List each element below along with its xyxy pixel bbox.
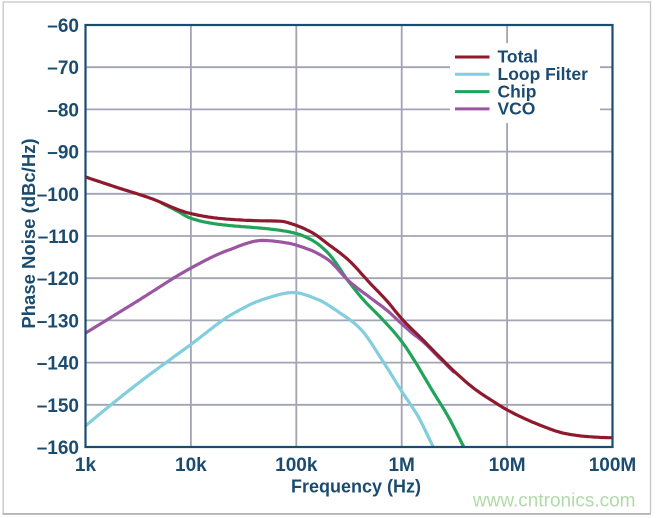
svg-text:10k: 10k bbox=[175, 455, 207, 476]
svg-text:–140: –140 bbox=[37, 354, 79, 375]
svg-text:–100: –100 bbox=[37, 185, 79, 206]
svg-text:–150: –150 bbox=[37, 396, 79, 417]
svg-text:–60: –60 bbox=[47, 16, 79, 37]
svg-text:1M: 1M bbox=[388, 455, 414, 476]
svg-text:–120: –120 bbox=[37, 269, 79, 290]
svg-text:Loop Filter: Loop Filter bbox=[498, 64, 589, 84]
svg-text:10M: 10M bbox=[489, 455, 526, 476]
svg-text:–70: –70 bbox=[47, 58, 79, 79]
svg-text:100M: 100M bbox=[589, 455, 637, 476]
svg-text:Frequency (Hz): Frequency (Hz) bbox=[291, 477, 421, 497]
svg-text:1k: 1k bbox=[75, 455, 97, 476]
svg-text:100k: 100k bbox=[275, 455, 318, 476]
svg-text:VCO: VCO bbox=[498, 99, 536, 119]
svg-text:–110: –110 bbox=[38, 227, 79, 248]
svg-text:–130: –130 bbox=[37, 311, 79, 332]
svg-text:Chip: Chip bbox=[498, 81, 537, 101]
svg-text:–160: –160 bbox=[37, 438, 79, 459]
svg-text:Total: Total bbox=[498, 47, 539, 67]
svg-text:Phase Noise (dBc/Hz): Phase Noise (dBc/Hz) bbox=[18, 138, 39, 328]
svg-text:–90: –90 bbox=[47, 143, 79, 164]
svg-text:–80: –80 bbox=[47, 100, 79, 121]
svg-text:www.cntronics.com: www.cntronics.com bbox=[472, 491, 636, 512]
